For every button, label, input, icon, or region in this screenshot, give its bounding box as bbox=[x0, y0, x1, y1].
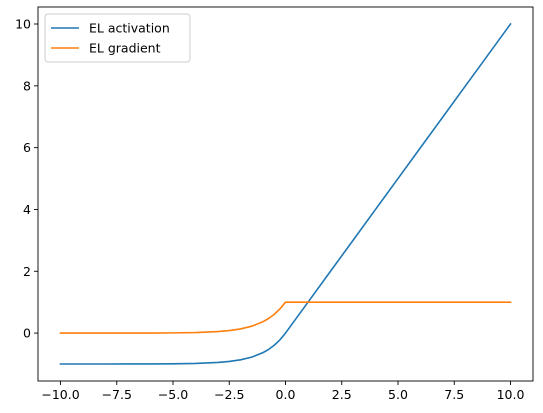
x-tick-label: 0.0 bbox=[276, 387, 296, 402]
series-line-el-activation bbox=[59, 22, 512, 365]
y-tick-label: 0 bbox=[23, 326, 31, 341]
x-tick-label: −10.0 bbox=[41, 387, 79, 402]
x-tick-label: −7.5 bbox=[102, 387, 132, 402]
y-tick-label: 4 bbox=[23, 202, 31, 217]
y-tick-label: 6 bbox=[23, 140, 31, 155]
legend-box bbox=[44, 13, 191, 63]
legend: EL activation EL gradient bbox=[44, 13, 191, 63]
series-line-el-gradient bbox=[59, 301, 512, 334]
x-tick-label: −5.0 bbox=[158, 387, 188, 402]
x-tick-label: 7.5 bbox=[444, 387, 464, 402]
y-tick-label: 10 bbox=[15, 17, 31, 32]
y-axis-ticks: 0 2 4 6 8 10 bbox=[15, 17, 38, 341]
x-tick-label: −2.5 bbox=[214, 387, 244, 402]
series-lines bbox=[59, 22, 512, 365]
x-tick-label: 5.0 bbox=[388, 387, 408, 402]
plot-area-frame bbox=[37, 6, 534, 382]
y-tick-label: 8 bbox=[23, 78, 31, 93]
y-tick-label: 2 bbox=[23, 264, 31, 279]
x-axis-ticks: −10.0 −7.5 −5.0 −2.5 0.0 2.5 5.0 7.5 10.0 bbox=[41, 381, 524, 402]
x-tick-label: 10.0 bbox=[497, 387, 525, 402]
x-tick-label: 2.5 bbox=[332, 387, 352, 402]
legend-label-el-activation: EL activation bbox=[89, 21, 170, 36]
legend-label-el-gradient: EL gradient bbox=[89, 41, 161, 56]
